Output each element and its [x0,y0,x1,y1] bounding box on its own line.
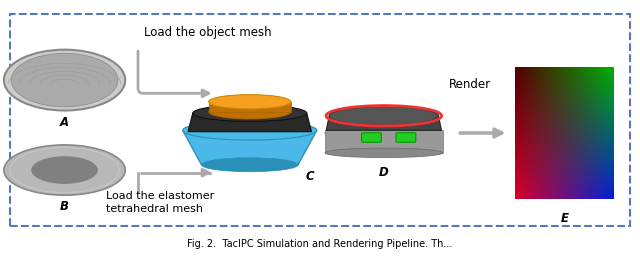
Text: Load the object mesh: Load the object mesh [145,26,272,39]
FancyBboxPatch shape [362,133,381,142]
Polygon shape [182,130,317,165]
Text: Fig. 2.  TacIPC Simulation and Rendering Pipeline. Th...: Fig. 2. TacIPC Simulation and Rendering … [188,239,452,249]
Text: B: B [60,201,69,214]
Ellipse shape [209,95,291,109]
Ellipse shape [182,120,317,140]
Text: E: E [560,212,568,225]
Text: Load the elastomer
tetrahedral mesh: Load the elastomer tetrahedral mesh [106,191,214,214]
Ellipse shape [193,105,307,121]
Ellipse shape [202,158,298,172]
Text: D: D [379,166,388,179]
Ellipse shape [4,50,125,110]
Polygon shape [325,130,443,153]
Ellipse shape [31,156,98,184]
Text: Render: Render [449,78,491,90]
Text: A: A [60,116,69,129]
Ellipse shape [329,106,438,125]
Ellipse shape [4,145,125,195]
FancyBboxPatch shape [396,133,416,142]
Polygon shape [188,113,312,132]
Polygon shape [209,102,291,112]
Ellipse shape [209,105,291,119]
Text: C: C [306,170,314,183]
Ellipse shape [325,148,443,158]
Polygon shape [326,116,442,130]
Ellipse shape [11,53,118,107]
